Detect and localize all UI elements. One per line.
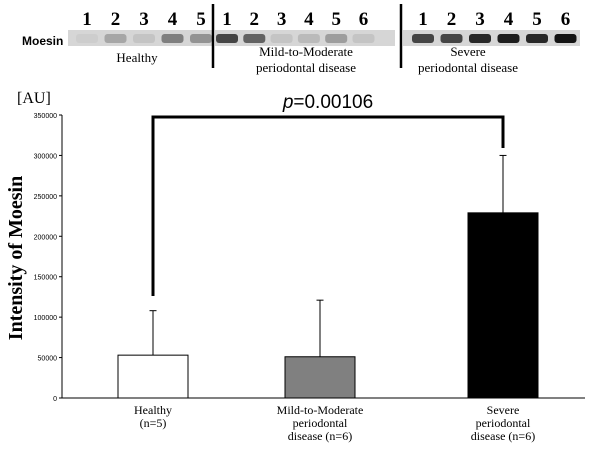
blot-group-label-line: periodontal disease xyxy=(256,60,356,75)
x-category-label: Healthy (n=5) xyxy=(134,403,172,430)
blot-lane-number: 1 xyxy=(82,9,92,30)
x-category-label-line: Mild-to-Moderate xyxy=(277,403,364,417)
y-tick-label: 350000 xyxy=(34,113,57,120)
blot-group-label: Healthy xyxy=(116,50,158,65)
blot-lane-number: 6 xyxy=(561,9,571,30)
x-category-label: Mild-to-Moderate periodontal disease (n=6) xyxy=(277,403,364,443)
x-category-label-line: periodontal xyxy=(476,416,531,430)
blot-row-label: Moesin xyxy=(22,34,63,48)
blot-lane-number: 2 xyxy=(447,9,457,30)
y-tick-label: 0 xyxy=(53,396,57,403)
y-axis-title: Intensity of Moesin xyxy=(5,176,27,340)
y-tick-label: 150000 xyxy=(34,275,57,282)
x-category-label-line: disease (n=6) xyxy=(471,429,535,443)
blot-band xyxy=(216,34,238,43)
blot-group-label-line: periodontal disease xyxy=(418,60,518,75)
p-symbol: p xyxy=(282,92,294,113)
blot-lane-number: 3 xyxy=(475,9,485,30)
bar xyxy=(467,212,539,399)
blot-lane-number: 6 xyxy=(359,9,369,30)
blot-lane-number: 4 xyxy=(504,9,514,30)
p-value: =0.00106 xyxy=(293,92,373,113)
blot-lane-number: 1 xyxy=(222,9,232,30)
y-tick-label: 250000 xyxy=(34,194,57,201)
blot-group: 1 2 3 4 5 6 Severe periodontal disease xyxy=(403,9,580,75)
blot-band xyxy=(104,34,127,43)
blot-band xyxy=(325,34,348,43)
blot-lane-number: 5 xyxy=(532,9,542,30)
x-category-label-line: Healthy xyxy=(134,403,172,417)
blot-band xyxy=(243,34,266,43)
blot-lane-number: 5 xyxy=(196,9,206,30)
x-category-label: Severe periodontal disease (n=6) xyxy=(471,403,535,443)
blot-band xyxy=(526,34,548,43)
blot-lane-number: 1 xyxy=(418,9,428,30)
x-category-label-line: Severe xyxy=(487,403,520,417)
blot-group: 1 2 3 4 5 Healthy xyxy=(68,9,213,65)
blot-band xyxy=(161,34,184,43)
blot-band xyxy=(297,34,320,43)
bar xyxy=(284,356,356,399)
blot-group-label-line: Healthy xyxy=(116,50,158,65)
blot-band xyxy=(497,34,520,43)
blot-group-label-line: Severe xyxy=(450,44,486,59)
x-category-label-line: periodontal xyxy=(293,416,348,430)
blot-band xyxy=(554,34,577,43)
blot-group-label-line: Mild-to-Moderate xyxy=(259,44,353,59)
blot-band xyxy=(270,34,293,43)
blot-lane-number: 4 xyxy=(304,9,314,30)
bar-chart: 0 50000 100000 150000 200000 250000 300000 3500… xyxy=(5,90,585,443)
y-tick-label: 50000 xyxy=(38,356,58,363)
bar xyxy=(117,354,189,399)
p-value-label: p=0.00106 xyxy=(282,92,373,113)
blot-band xyxy=(133,34,155,43)
y-tick-label: 300000 xyxy=(34,153,57,160)
y-unit-label: [AU] xyxy=(17,90,51,107)
y-tick-label: 200000 xyxy=(34,234,57,241)
blot-group-label: Mild-to-Moderate periodontal disease xyxy=(256,44,356,75)
blot-band xyxy=(412,34,434,43)
blot-band xyxy=(440,34,463,43)
blot-lane-number: 3 xyxy=(277,9,287,30)
blot-band xyxy=(469,34,491,43)
y-tick-label: 100000 xyxy=(34,315,57,322)
x-category-label-line: disease (n=6) xyxy=(288,429,352,443)
blot-band xyxy=(352,34,375,43)
blot-lane-number: 2 xyxy=(111,9,121,30)
blot-band xyxy=(190,34,212,43)
blot-lane-number: 4 xyxy=(168,9,178,30)
x-category-label-line: (n=5) xyxy=(140,416,167,430)
blot-band xyxy=(76,34,98,43)
blot-lane-number: 2 xyxy=(250,9,260,30)
significance-bracket xyxy=(151,115,505,296)
blot-group-label: Severe periodontal disease xyxy=(418,44,518,75)
blot-lane-number: 5 xyxy=(331,9,341,30)
blot-lane-number: 3 xyxy=(139,9,149,30)
